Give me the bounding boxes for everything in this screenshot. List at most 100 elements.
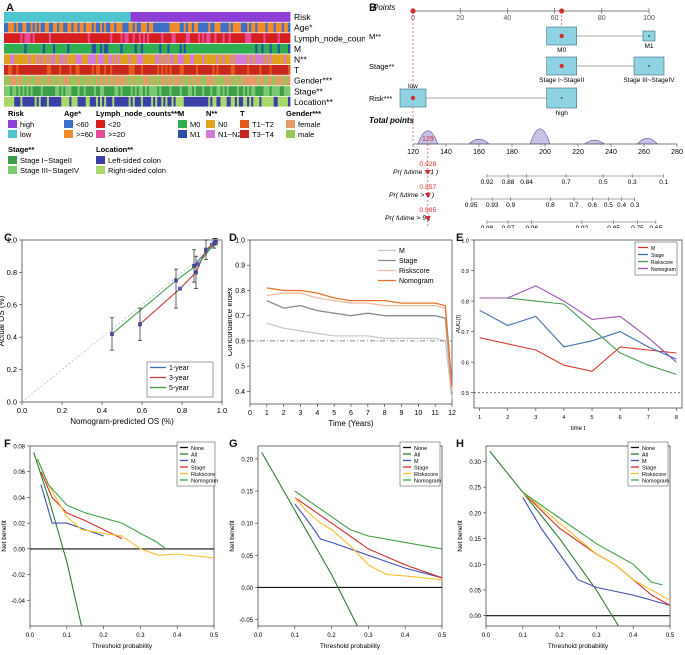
heatmap-cell bbox=[14, 54, 17, 65]
heatmap-cell bbox=[283, 33, 287, 43]
heatmap-cell bbox=[265, 75, 268, 86]
heatmap-cell bbox=[102, 75, 105, 86]
heatmap-cell bbox=[14, 65, 17, 75]
heatmap-cell bbox=[232, 65, 236, 75]
heatmap-cell bbox=[249, 75, 252, 86]
heatmap-cell bbox=[71, 22, 74, 33]
heatmap-cell bbox=[261, 33, 264, 43]
heatmap-cell bbox=[204, 86, 207, 96]
x-tick-label: 9 bbox=[400, 410, 404, 417]
heatmap-cell bbox=[4, 22, 7, 33]
heatmap-cell bbox=[275, 96, 279, 107]
heatmap-cell bbox=[114, 65, 117, 75]
heatmap-cell bbox=[18, 43, 21, 54]
heatmap-cell bbox=[32, 65, 36, 75]
heatmap-cell bbox=[155, 75, 158, 86]
heatmap-cell bbox=[245, 54, 248, 65]
heatmap-cell bbox=[224, 86, 228, 96]
heatmap-cell bbox=[261, 86, 264, 96]
points-tick-label: 0 bbox=[411, 15, 415, 22]
heatmap-cell bbox=[142, 96, 146, 107]
heatmap-cell bbox=[55, 22, 58, 33]
heatmap-cell bbox=[63, 96, 66, 107]
heatmap-cell bbox=[245, 65, 248, 75]
heatmap-cell bbox=[128, 75, 132, 86]
heatmap-cell bbox=[106, 12, 109, 22]
legend-label: Stage I~StageII bbox=[20, 156, 72, 165]
heatmap-cell bbox=[16, 96, 19, 107]
plot-frame bbox=[21, 239, 223, 403]
heatmap-cell bbox=[155, 33, 158, 43]
heatmap-cell bbox=[40, 75, 44, 86]
heatmap-cell bbox=[226, 86, 230, 96]
legend-label: N0 bbox=[218, 120, 228, 129]
heatmap-cell bbox=[185, 65, 189, 75]
legend-swatch bbox=[178, 120, 187, 128]
prob-tick-label: 0.96 bbox=[525, 225, 538, 228]
heatmap-cell bbox=[253, 54, 256, 65]
x-tick-label: 11 bbox=[432, 410, 439, 417]
total-tick-label: 280 bbox=[671, 149, 683, 156]
heatmap-cell bbox=[89, 86, 93, 96]
heatmap-cell bbox=[167, 54, 170, 65]
heatmap-cell bbox=[87, 43, 91, 54]
heatmap-cell bbox=[24, 12, 27, 22]
heatmap-cell bbox=[267, 86, 270, 96]
heatmap-cell bbox=[61, 22, 64, 33]
heatmap-cell bbox=[277, 96, 281, 107]
heatmap-cell bbox=[97, 96, 101, 107]
heatmap-cell bbox=[271, 43, 275, 54]
heatmap-cell bbox=[57, 43, 60, 54]
heatmap-cell bbox=[14, 12, 17, 22]
legend-box bbox=[627, 441, 669, 487]
legend-swatch bbox=[286, 120, 295, 128]
heatmap-cell bbox=[281, 22, 285, 33]
heatmap-cell bbox=[18, 12, 21, 22]
heatmap-cell bbox=[165, 86, 168, 96]
heatmap-cell bbox=[130, 75, 134, 86]
heatmap-cell bbox=[46, 96, 50, 107]
heatmap-cell bbox=[183, 86, 187, 96]
heatmap-cell bbox=[155, 86, 158, 96]
heatmap-cell bbox=[279, 12, 283, 22]
points-tick-label: 20 bbox=[456, 15, 464, 22]
nomogram-box-label: Stage I~StageII bbox=[539, 77, 584, 84]
y-tick-label: 0.08 bbox=[13, 445, 25, 451]
heatmap-cell bbox=[81, 65, 85, 75]
heatmap-cell bbox=[87, 86, 91, 96]
heatmap-cell bbox=[6, 96, 9, 107]
track-label: Location** bbox=[294, 97, 333, 107]
heatmap-cell bbox=[42, 75, 46, 86]
heatmap-cell bbox=[138, 12, 142, 22]
heatmap-cell bbox=[171, 75, 174, 86]
heatmap-cell bbox=[259, 75, 262, 86]
track-label: Gender*** bbox=[294, 76, 333, 86]
heatmap-cell bbox=[91, 43, 95, 54]
heatmap-cell bbox=[20, 43, 23, 54]
y-tick-label: 0.0 bbox=[7, 398, 17, 407]
heatmap-cell bbox=[218, 43, 221, 54]
heatmap-cell bbox=[114, 12, 117, 22]
heatmap-cell bbox=[122, 43, 125, 54]
legend-label: Nomogram bbox=[651, 267, 676, 273]
legend-label: Stage bbox=[642, 466, 656, 472]
heatmap-cell bbox=[265, 12, 268, 22]
heatmap-cell bbox=[97, 22, 101, 33]
heatmap-cell bbox=[48, 54, 52, 65]
heatmap-cell bbox=[85, 54, 89, 65]
heatmap-cell bbox=[130, 43, 134, 54]
heatmap-cell bbox=[224, 33, 228, 43]
heatmap-cell bbox=[89, 43, 93, 54]
heatmap-cell bbox=[134, 43, 138, 54]
heatmap-cell bbox=[177, 12, 181, 22]
heatmap-cell bbox=[189, 75, 193, 86]
heatmap-cell bbox=[53, 54, 56, 65]
heatmap-cell bbox=[208, 43, 211, 54]
legend-label: Riskscore bbox=[651, 260, 673, 266]
heatmap-cell bbox=[165, 12, 168, 22]
heatmap-cell bbox=[273, 54, 277, 65]
heatmap-cell bbox=[67, 75, 70, 86]
heatmap-cell bbox=[8, 33, 11, 43]
heatmap-cell bbox=[10, 43, 13, 54]
heatmap-cell bbox=[275, 43, 279, 54]
